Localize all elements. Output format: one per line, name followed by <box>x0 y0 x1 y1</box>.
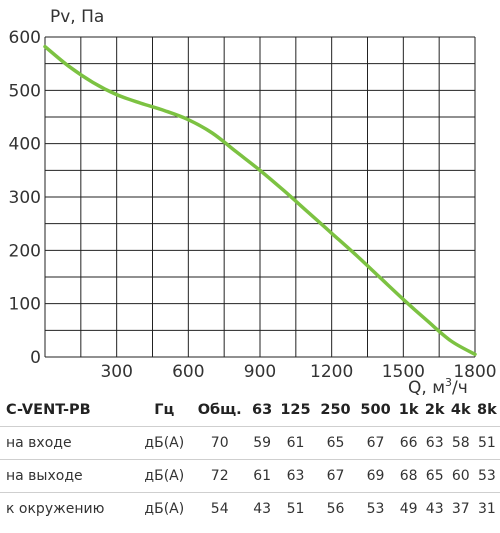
table-cell: 69 <box>366 468 385 484</box>
x-tick-label: 1800 <box>453 362 496 382</box>
table-cell: 72 <box>210 468 229 484</box>
table-cell: дБ(А) <box>144 435 185 451</box>
table-cell: 60 <box>451 468 470 484</box>
table-header-cell: 500 <box>360 402 391 418</box>
x-tick-label: 1500 <box>382 362 425 382</box>
table-header-cell: C-VENT-PB <box>6 402 91 418</box>
table-cell: 58 <box>451 435 470 451</box>
table-header-row: C-VENT-PB Гц Общ. 63 125 250 500 1k 2k 4k 8k <box>0 394 500 427</box>
y-tick-label: 0 <box>30 348 41 368</box>
x-axis-label-base: Q, м <box>408 378 445 398</box>
table-cell: 59 <box>253 435 272 451</box>
table-cell: 63 <box>425 435 444 451</box>
table-cell: 67 <box>326 468 345 484</box>
table-header-cell: 8k <box>477 402 497 418</box>
y-tick-label: 400 <box>9 135 41 155</box>
table-row: к окружению дБ(А) 54 43 51 56 53 49 43 37 31 <box>0 492 500 526</box>
table-header-cell: 125 <box>280 402 311 418</box>
row-label: к окружению <box>6 501 105 517</box>
table-cell: 56 <box>326 501 345 517</box>
table-cell: 43 <box>253 501 272 517</box>
y-tick-label: 300 <box>9 188 41 208</box>
table-cell: 66 <box>399 435 418 451</box>
table-cell: 43 <box>425 501 444 517</box>
table-cell: 31 <box>478 501 496 517</box>
grid <box>44 36 476 358</box>
x-tick-label: 1200 <box>310 362 353 382</box>
tick-labels: 0 100 200 300 400 500 600 300 600 900 1200 1500 1800 <box>9 28 497 382</box>
y-tick-label: 100 <box>9 295 41 315</box>
table-cell: дБ(А) <box>144 468 185 484</box>
table-row: на входе дБ(А) 70 59 61 65 67 66 63 58 51 <box>0 426 500 460</box>
table-cell: 54 <box>210 501 229 517</box>
table-header-cell: 4k <box>450 402 471 418</box>
x-axis-label-tail: /ч <box>452 378 468 398</box>
table-header-cell: 63 <box>252 402 273 418</box>
table-row: на выходе дБ(А) 72 61 63 67 69 68 65 60 53 <box>0 459 500 493</box>
table-cell: 53 <box>366 501 385 517</box>
table-cell: 37 <box>451 501 470 517</box>
table-header-cell: 2k <box>424 402 445 418</box>
table-cell: дБ(А) <box>144 501 185 517</box>
table-cell: 65 <box>326 435 345 451</box>
x-tick-label: 300 <box>100 362 132 382</box>
table-cell: 51 <box>286 501 305 517</box>
table-header-cell: 1k <box>398 402 419 418</box>
y-tick-label: 600 <box>9 28 41 48</box>
row-label: на выходе <box>6 468 83 484</box>
table-body: на входе дБ(А) 70 59 61 65 67 66 63 58 51 на выходе… <box>0 426 500 526</box>
x-axis-label: Q, м3/ч <box>408 376 468 398</box>
table-header-cell: Общ. <box>197 402 242 418</box>
table-cell: 70 <box>210 435 229 451</box>
table-header-cell: Гц <box>154 402 175 418</box>
y-tick-label: 200 <box>9 241 41 261</box>
fan-curve-chart: 0 100 200 300 400 500 600 300 600 900 1200 1500 1800… <box>9 7 497 398</box>
table-cell: 61 <box>286 435 305 451</box>
x-axis-label-sup: 3 <box>445 376 452 389</box>
table-cell: 53 <box>478 468 496 484</box>
table-cell: 68 <box>399 468 418 484</box>
table-cell: 61 <box>253 468 272 484</box>
noise-table: C-VENT-PB Гц Общ. 63 125 250 500 1k 2k 4k 8k на вх… <box>0 394 500 525</box>
y-tick-label: 500 <box>9 81 41 101</box>
x-tick-label: 900 <box>244 362 276 382</box>
table-header-cell: 250 <box>320 402 351 418</box>
table-cell: 63 <box>286 468 305 484</box>
table-cell: 67 <box>366 435 385 451</box>
table-cell: 65 <box>425 468 444 484</box>
pressure-curve <box>43 44 477 357</box>
y-axis-label: Pv, Па <box>50 7 104 27</box>
row-label: на входе <box>6 435 72 451</box>
table-cell: 51 <box>478 435 496 451</box>
x-tick-label: 600 <box>172 362 204 382</box>
table-cell: 49 <box>399 501 418 517</box>
